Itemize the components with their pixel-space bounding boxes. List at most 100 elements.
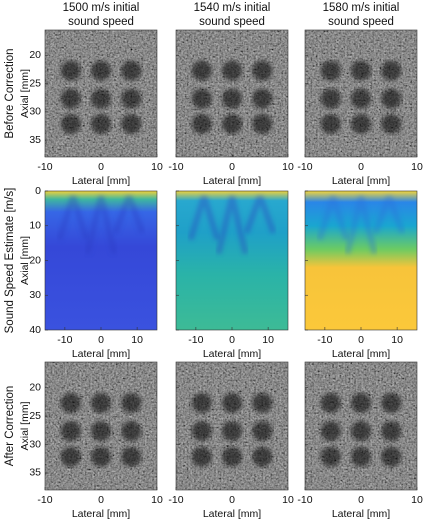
y-axis-label: Axial [mm]: [19, 401, 31, 450]
row-label: Sound Speed Estimate [m/s]: [4, 188, 16, 334]
cyst: [191, 113, 212, 134]
x-axis-label: Lateral [mm]: [72, 175, 130, 187]
x-tick-label: -10: [168, 494, 183, 506]
x-tick-label: 10: [391, 334, 403, 346]
y-tick-label: 30: [29, 289, 41, 301]
panel: [44, 29, 158, 158]
y-tick-label: 25: [29, 77, 41, 89]
cyst: [381, 421, 402, 442]
cyst: [351, 88, 371, 109]
x-tick-label: 10: [262, 334, 274, 346]
cyst: [320, 113, 341, 134]
cyst: [351, 113, 371, 134]
cyst: [91, 113, 111, 134]
column-title: 1500 m/s initial: [63, 2, 140, 14]
row-label: After Correction: [4, 386, 16, 467]
x-axis-label: Lateral [mm]: [72, 508, 130, 520]
column-title: 1540 m/s initial: [194, 2, 271, 14]
cyst: [60, 446, 81, 467]
x-axis-label: Lateral [mm]: [72, 348, 130, 360]
x-tick-label: -10: [168, 161, 183, 173]
x-axis-label: Lateral [mm]: [203, 348, 261, 360]
panel: [304, 190, 418, 331]
x-axis-label: Lateral [mm]: [332, 508, 390, 520]
x-axis-label: Lateral [mm]: [332, 175, 390, 187]
panel: [175, 29, 289, 158]
x-tick-label: 0: [98, 161, 104, 173]
cyst: [381, 88, 402, 109]
cyst: [91, 60, 111, 81]
map-streak: [243, 194, 277, 234]
y-axis-label: Axial [mm]: [19, 236, 31, 285]
sound-speed-map: [305, 191, 417, 330]
cyst: [351, 60, 371, 81]
x-tick-label: 0: [358, 334, 364, 346]
map-streak: [316, 195, 350, 241]
x-tick-label: 10: [282, 494, 294, 506]
panel-image: [305, 362, 417, 490]
panel-image: [176, 362, 288, 490]
panel-image: [305, 30, 417, 157]
cyst: [121, 88, 142, 109]
map-streak: [187, 195, 221, 241]
cyst: [381, 392, 402, 413]
panel-image: [305, 191, 417, 330]
x-tick-label: -10: [57, 334, 72, 346]
cyst: [351, 421, 371, 442]
panel-image: [45, 362, 157, 490]
x-tick-label: -10: [297, 494, 312, 506]
panel: [175, 361, 289, 491]
map-streak: [56, 195, 90, 241]
cyst: [60, 421, 81, 442]
x-tick-label: 10: [151, 161, 163, 173]
x-tick-label: 0: [358, 494, 364, 506]
panel: [304, 29, 418, 158]
column-title: sound speed: [68, 16, 134, 28]
cyst: [121, 446, 142, 467]
column-title: sound speed: [328, 16, 394, 28]
row-label: Before Correction: [4, 48, 16, 138]
x-tick-label: -10: [37, 161, 52, 173]
cyst: [121, 421, 142, 442]
panel: [304, 361, 418, 491]
cyst: [222, 113, 242, 134]
x-tick-label: 0: [229, 334, 235, 346]
panel: [44, 361, 158, 491]
panel: [44, 190, 158, 331]
map-streak: [84, 195, 118, 255]
sound-speed-map: [176, 191, 288, 330]
cyst: [222, 88, 242, 109]
x-tick-label: 0: [229, 161, 235, 173]
cyst: [91, 421, 111, 442]
cyst: [222, 60, 242, 81]
cyst: [121, 392, 142, 413]
panel-image: [176, 30, 288, 157]
cyst: [191, 421, 212, 442]
cyst: [191, 60, 212, 81]
x-tick-label: 10: [411, 494, 423, 506]
cyst: [351, 446, 371, 467]
x-axis-label: Lateral [mm]: [203, 508, 261, 520]
y-tick-label: 25: [29, 410, 41, 422]
cyst: [60, 60, 81, 81]
y-tick-label: 35: [29, 134, 41, 146]
map-streak: [112, 194, 146, 234]
x-tick-label: -10: [37, 494, 52, 506]
cyst: [252, 392, 273, 413]
cyst: [252, 60, 273, 81]
x-axis-label: Lateral [mm]: [332, 348, 390, 360]
cyst: [191, 88, 212, 109]
y-tick-label: 20: [29, 254, 41, 266]
y-tick-label: 0: [35, 185, 41, 197]
x-tick-label: 0: [358, 161, 364, 173]
x-tick-label: 10: [151, 494, 163, 506]
cyst: [320, 392, 341, 413]
x-tick-label: 0: [229, 494, 235, 506]
cyst: [252, 446, 273, 467]
cyst: [381, 446, 402, 467]
y-tick-label: 35: [29, 467, 41, 479]
cyst: [91, 392, 111, 413]
cyst: [191, 392, 212, 413]
cyst: [252, 88, 273, 109]
